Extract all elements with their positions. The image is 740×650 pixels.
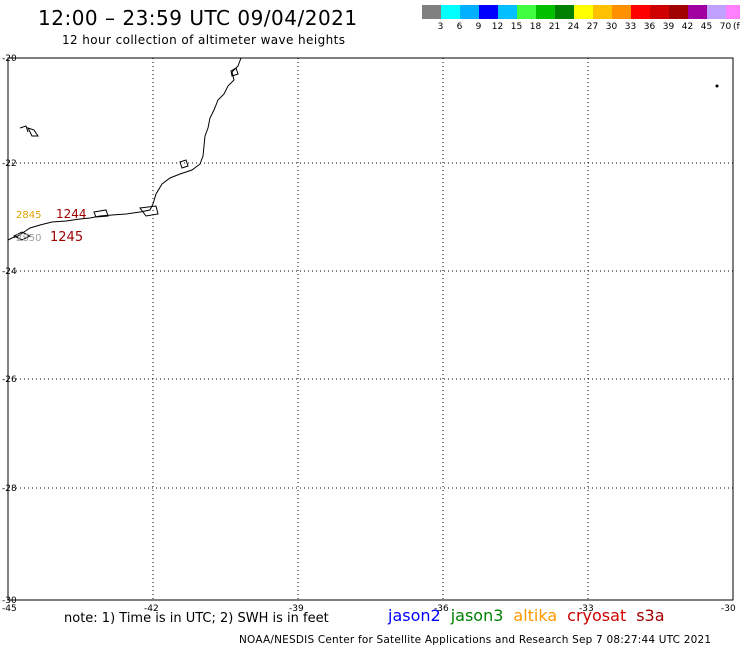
color-scale-swatch	[422, 5, 441, 19]
color-scale-label: 15	[510, 22, 523, 32]
longitude-label: -39	[289, 604, 304, 614]
color-scale-swatch	[536, 5, 555, 19]
color-scale-label: 3	[437, 22, 444, 32]
island-dot	[715, 84, 719, 88]
coastline	[7, 57, 719, 241]
island-shape	[19, 125, 29, 133]
color-scale-label: 39	[662, 22, 675, 32]
color-scale-label: 18	[529, 22, 542, 32]
color-scale-label: 42	[681, 22, 694, 32]
color-scale-label: 9	[475, 22, 482, 32]
satellite-name-cryosat: cryosat	[567, 606, 627, 625]
satellite-track-labels: 2845 1244 2850 1245	[16, 207, 87, 245]
track-time-label: 2850	[16, 233, 41, 244]
color-scale-label: 21	[548, 22, 561, 32]
coastline-path	[7, 57, 242, 241]
color-scale-swatch	[650, 5, 669, 19]
island-shape	[230, 67, 239, 77]
color-scale-swatch	[688, 5, 707, 19]
track-time-label: 1244	[56, 207, 87, 221]
color-scale-label: 6	[456, 22, 463, 32]
satellite-name-s3a: s3a	[636, 606, 665, 625]
color-scale-swatch	[460, 5, 479, 19]
color-scale-swatch	[612, 5, 631, 19]
color-scale-swatch	[441, 5, 460, 19]
color-scale-label: 30	[605, 22, 618, 32]
color-scale-bar	[422, 5, 740, 19]
color-scale-label: 24	[567, 22, 580, 32]
longitude-label: -45	[2, 604, 17, 614]
map-frame	[7, 57, 734, 601]
lagoon-shape	[179, 159, 189, 169]
color-scale-label: 36	[643, 22, 656, 32]
color-scale-label: 70	[719, 22, 732, 32]
color-scale-unit: (ft)	[733, 22, 740, 32]
latitude-label: -24	[2, 267, 17, 277]
color-scale-swatch	[707, 5, 726, 19]
satellite-name-jason2: jason2	[388, 606, 441, 625]
track-time-label: 1245	[50, 230, 83, 245]
latitude-label: -22	[2, 159, 17, 169]
units-note: note: 1) Time is in UTC; 2) SWH is in fe…	[64, 611, 329, 626]
track-time-label: 2845	[16, 210, 41, 221]
color-scale-swatch	[479, 5, 498, 19]
island-shape	[93, 209, 109, 218]
longitude-label: -42	[144, 604, 159, 614]
satellite-legend: jason2 jason3 altika cryosat s3a	[388, 606, 665, 625]
color-scale-label: 27	[586, 22, 599, 32]
color-scale-swatch	[574, 5, 593, 19]
island-shape	[12, 231, 32, 241]
lat-lon-grid: -20-22-24-26-28-30-45 -42 -39 -36 -33 -30	[2, 54, 736, 614]
cape-shape	[139, 205, 159, 217]
color-scale-swatch	[631, 5, 650, 19]
color-scale-swatch	[726, 5, 740, 19]
color-scale-label: 33	[624, 22, 637, 32]
color-scale-swatch	[669, 5, 688, 19]
color-scale-swatch	[498, 5, 517, 19]
satellite-name-altika: altika	[513, 606, 558, 625]
island-shape	[27, 127, 39, 137]
color-scale-swatch	[517, 5, 536, 19]
map-title: 12:00 – 23:59 UTC 09/04/2021	[38, 6, 358, 30]
map-subtitle: 12 hour collection of altimeter wave hei…	[62, 33, 346, 47]
longitude-label: -33	[579, 604, 594, 614]
latitude-label: -28	[2, 484, 17, 494]
latitude-label: -20	[2, 54, 17, 64]
satellite-name-jason3: jason3	[450, 606, 504, 625]
color-scale-label: 45	[700, 22, 713, 32]
color-scale-swatch	[555, 5, 574, 19]
color-scale-swatch	[593, 5, 612, 19]
color-scale-label: 12	[491, 22, 504, 32]
latitude-label: -26	[2, 375, 17, 385]
longitude-label: -30	[721, 604, 736, 614]
footer-credit: NOAA/NESDIS Center for Satellite Applica…	[239, 634, 712, 646]
latitude-label: -30	[2, 596, 17, 606]
longitude-label: -36	[434, 604, 449, 614]
